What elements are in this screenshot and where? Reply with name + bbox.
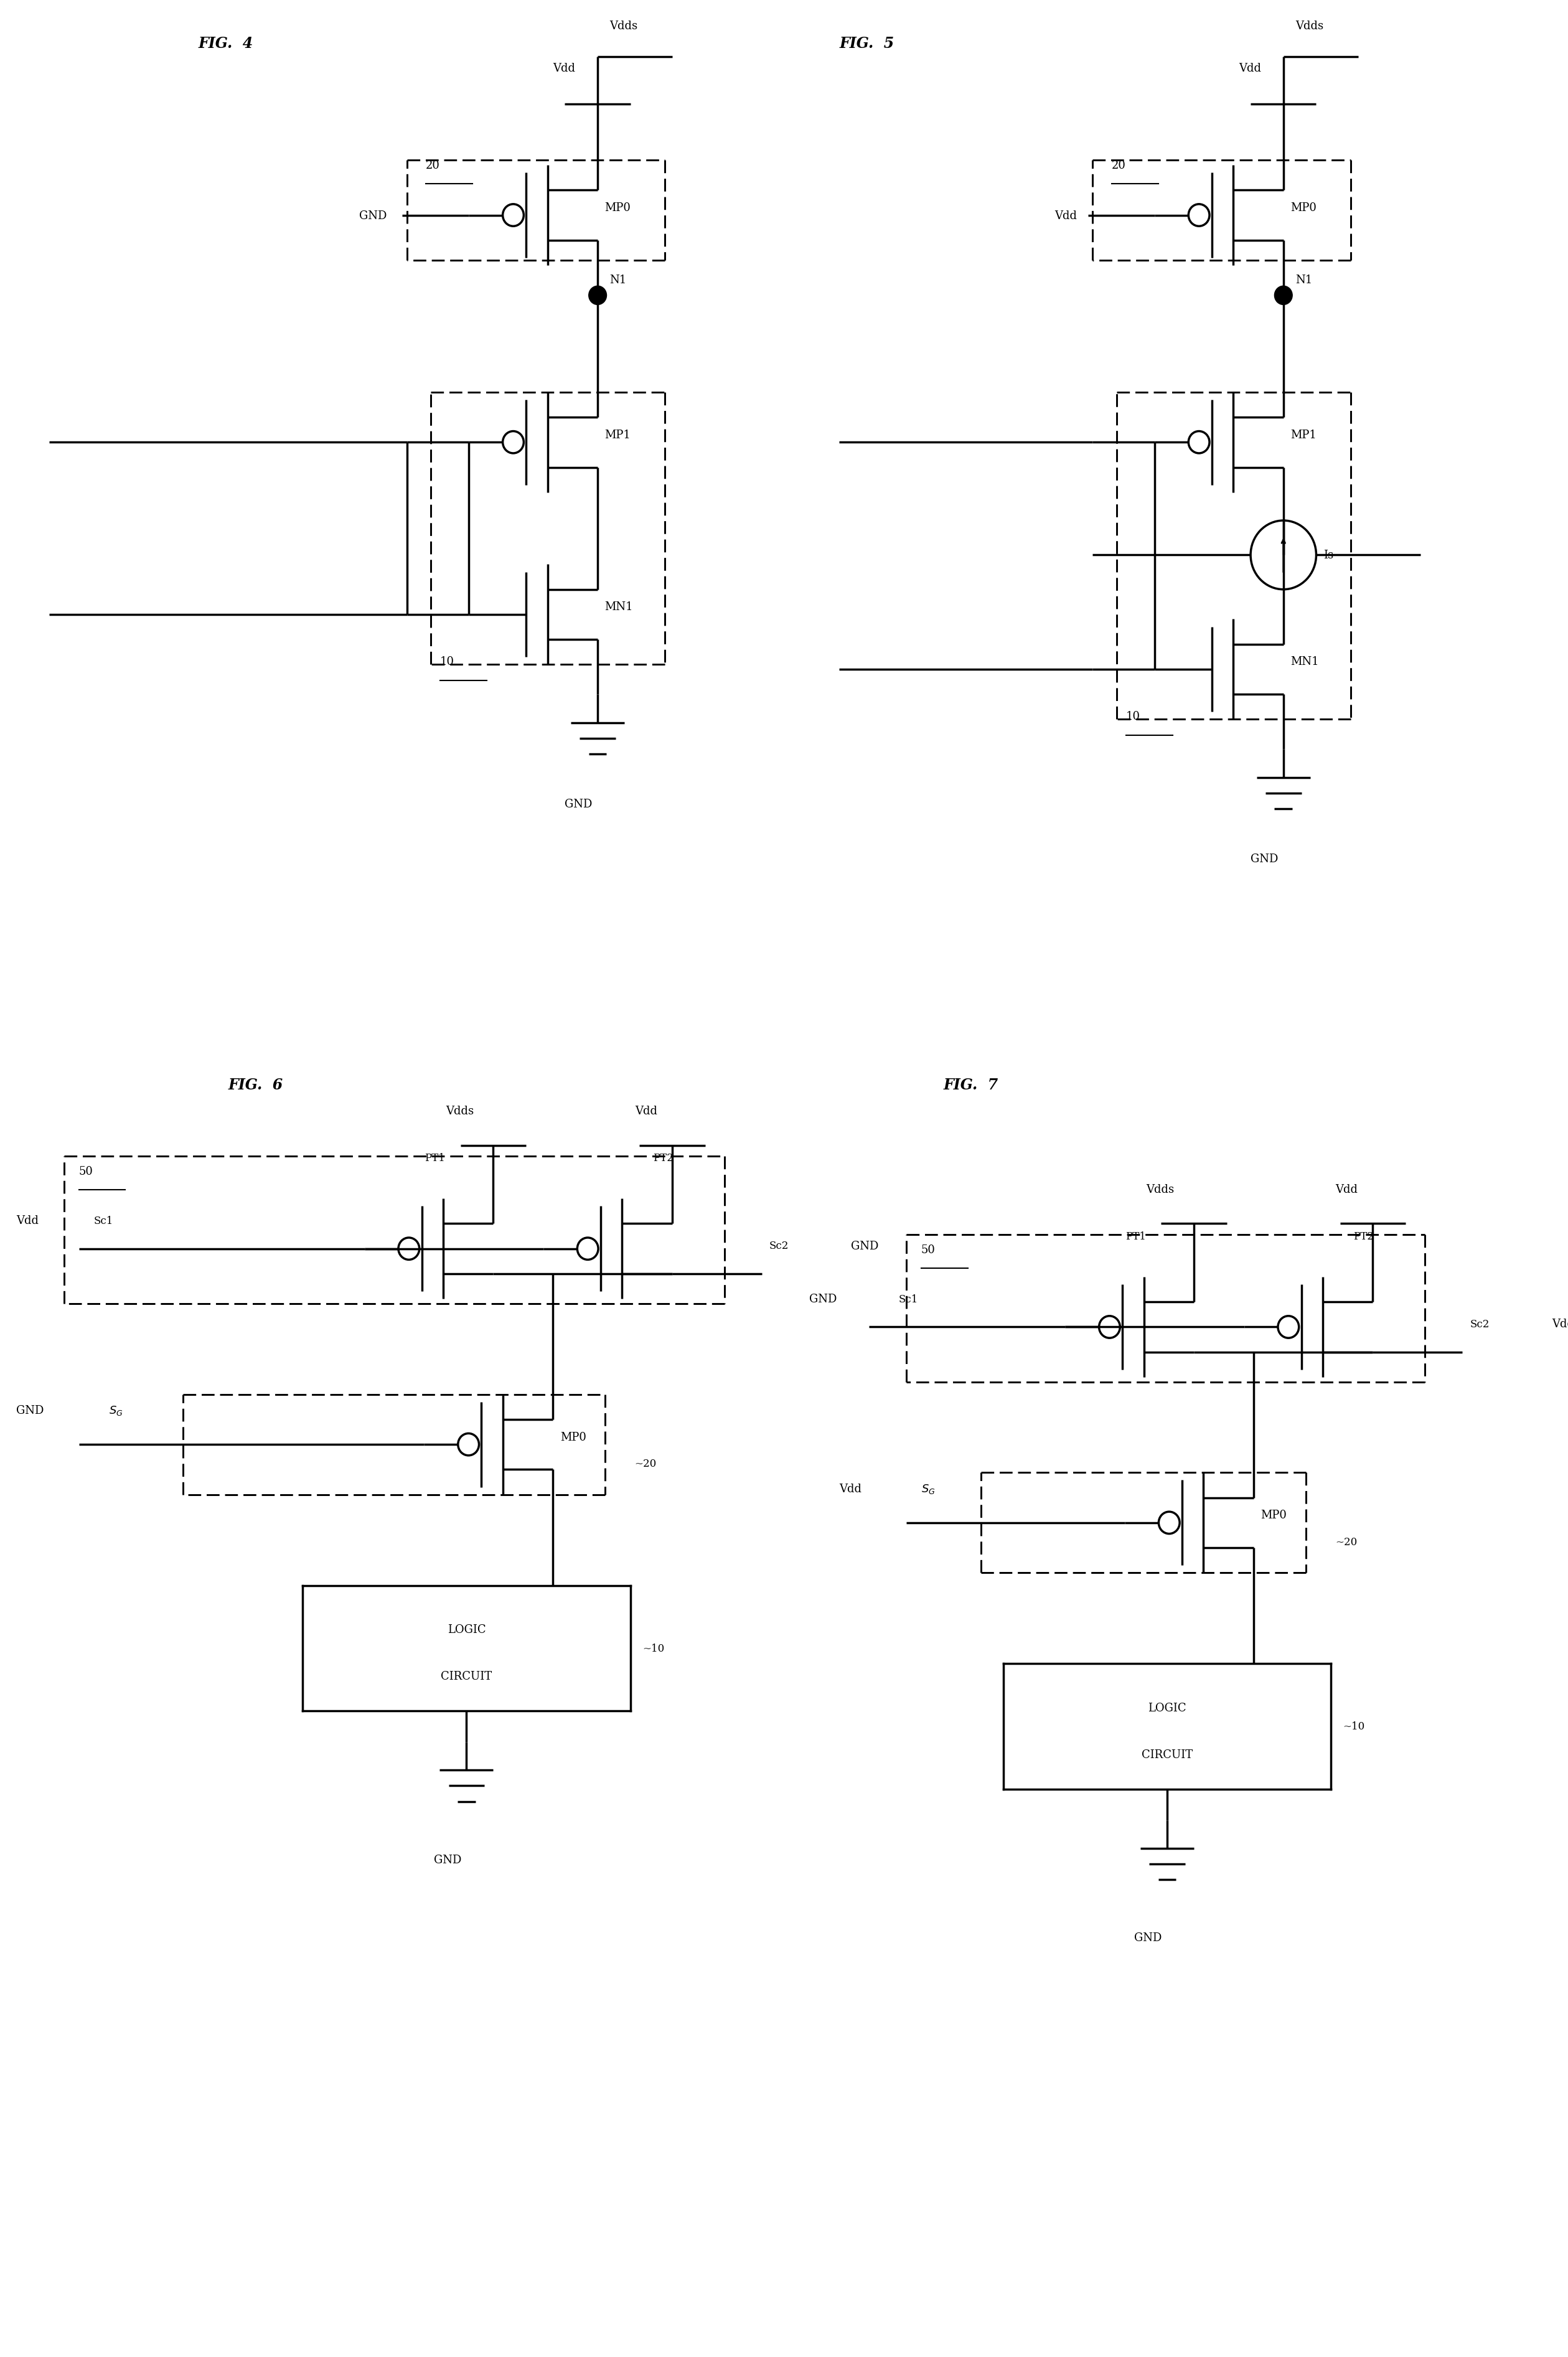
Text: Vdd: Vdd: [16, 1216, 39, 1226]
Text: GND: GND: [434, 1855, 461, 1864]
Text: CIRCUIT: CIRCUIT: [441, 1671, 492, 1683]
Text: MP0: MP0: [605, 203, 630, 214]
Text: ~10: ~10: [643, 1643, 665, 1655]
Text: 50: 50: [920, 1244, 936, 1256]
Text: Vdd: Vdd: [554, 64, 575, 73]
Text: Vdds: Vdds: [1295, 21, 1323, 33]
Text: MP0: MP0: [560, 1431, 586, 1442]
Text: Vdd: Vdd: [635, 1105, 657, 1117]
Text: FIG.  7: FIG. 7: [944, 1077, 999, 1091]
Text: PT2: PT2: [652, 1153, 673, 1164]
Text: N1: N1: [1295, 273, 1312, 285]
Text: FIG.  5: FIG. 5: [839, 35, 894, 52]
Text: $S_G$: $S_G$: [920, 1483, 935, 1494]
Text: 20: 20: [426, 160, 441, 172]
Text: 10: 10: [1126, 712, 1140, 721]
Text: GND: GND: [16, 1405, 44, 1417]
Text: N1: N1: [610, 273, 627, 285]
Text: MP1: MP1: [605, 429, 630, 441]
Text: Is: Is: [1323, 549, 1334, 561]
Text: GND: GND: [1134, 1933, 1162, 1945]
Text: $S_G$: $S_G$: [108, 1405, 122, 1417]
Text: Vdds: Vdds: [445, 1105, 474, 1117]
Text: MP0: MP0: [1261, 1508, 1287, 1520]
Text: MN1: MN1: [1290, 655, 1319, 667]
Text: CIRCUIT: CIRCUIT: [1142, 1749, 1193, 1761]
Text: Vdds: Vdds: [610, 21, 638, 33]
Text: Vdd: Vdd: [1239, 64, 1261, 73]
Text: MP0: MP0: [1290, 203, 1317, 214]
Text: GND: GND: [1251, 853, 1278, 865]
Text: GND: GND: [851, 1240, 878, 1252]
Text: Sc2: Sc2: [1469, 1320, 1490, 1329]
Text: FIG.  6: FIG. 6: [227, 1077, 282, 1091]
Text: PT1: PT1: [1126, 1230, 1146, 1242]
Text: LOGIC: LOGIC: [1148, 1702, 1187, 1714]
Text: PT2: PT2: [1353, 1230, 1374, 1242]
Text: ~20: ~20: [1336, 1537, 1358, 1546]
Text: Sc1: Sc1: [898, 1294, 919, 1303]
Text: GND: GND: [359, 210, 387, 222]
Text: MN1: MN1: [605, 601, 633, 613]
Text: Vdd: Vdd: [1054, 210, 1077, 222]
Text: Vdds: Vdds: [1146, 1183, 1174, 1195]
Text: ~10: ~10: [1344, 1721, 1366, 1732]
Circle shape: [1275, 288, 1292, 304]
Text: 10: 10: [441, 655, 455, 667]
Text: GND: GND: [809, 1294, 837, 1306]
Text: LOGIC: LOGIC: [447, 1624, 486, 1636]
Text: Vdd: Vdd: [1552, 1318, 1568, 1329]
Text: ~20: ~20: [635, 1459, 657, 1468]
Text: Sc1: Sc1: [94, 1216, 113, 1226]
Circle shape: [588, 288, 607, 304]
Text: 20: 20: [1112, 160, 1126, 172]
Text: MP1: MP1: [1290, 429, 1317, 441]
Text: PT1: PT1: [425, 1153, 445, 1164]
Text: FIG.  4: FIG. 4: [198, 35, 252, 52]
Text: Vdd: Vdd: [1336, 1183, 1358, 1195]
Text: 50: 50: [78, 1167, 93, 1176]
Text: Sc2: Sc2: [768, 1240, 789, 1252]
Text: GND: GND: [564, 799, 593, 811]
Text: Vdd: Vdd: [839, 1483, 861, 1494]
